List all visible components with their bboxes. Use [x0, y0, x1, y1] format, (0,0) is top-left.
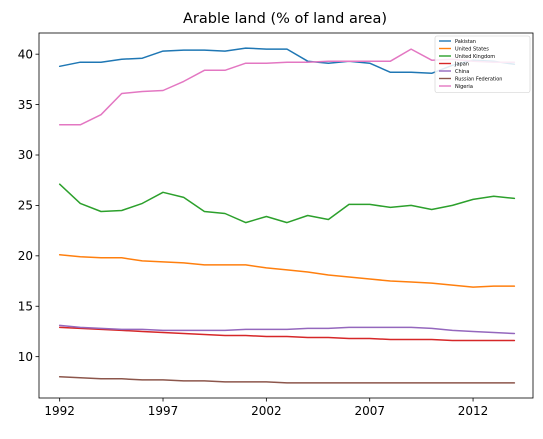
y-tick-label: 40 — [18, 47, 33, 61]
legend-label: Nigeria — [455, 84, 473, 90]
series-line-1 — [58, 254, 516, 288]
series-line-3 — [58, 326, 516, 342]
series-line-5 — [58, 376, 516, 384]
x-axis: 1992 1997 2002 2007 2012 — [44, 398, 488, 418]
y-tick-label: 30 — [18, 148, 33, 162]
x-tick-label: 1992 — [44, 404, 75, 418]
plot-frame — [38, 32, 534, 399]
y-tick-label: 10 — [18, 350, 33, 364]
y-tick-label: 25 — [18, 199, 33, 213]
legend-label: China — [455, 69, 469, 75]
plot-lines — [58, 47, 516, 384]
y-tick-label: 35 — [18, 98, 33, 112]
chart-title: Arable land (% of land area) — [183, 11, 387, 27]
x-tick-label: 1997 — [148, 404, 179, 418]
y-tick-label: 15 — [18, 299, 33, 313]
legend-label: Japan — [454, 61, 469, 67]
series-line-4 — [58, 324, 516, 335]
legend-label: Pakistan — [455, 39, 476, 45]
x-tick-label: 2007 — [354, 404, 385, 418]
legend-box — [434, 35, 531, 93]
legend-label: United States — [455, 46, 489, 52]
y-tick-label: 20 — [18, 249, 33, 263]
legend-label: United Kingdom — [455, 54, 495, 60]
y-axis: 10 15 20 25 30 35 40 — [18, 47, 39, 364]
series-line-2 — [58, 183, 516, 224]
legend-label: Russian Federation — [455, 76, 502, 82]
x-tick-label: 2002 — [251, 404, 282, 418]
x-tick-label: 2012 — [458, 404, 489, 418]
